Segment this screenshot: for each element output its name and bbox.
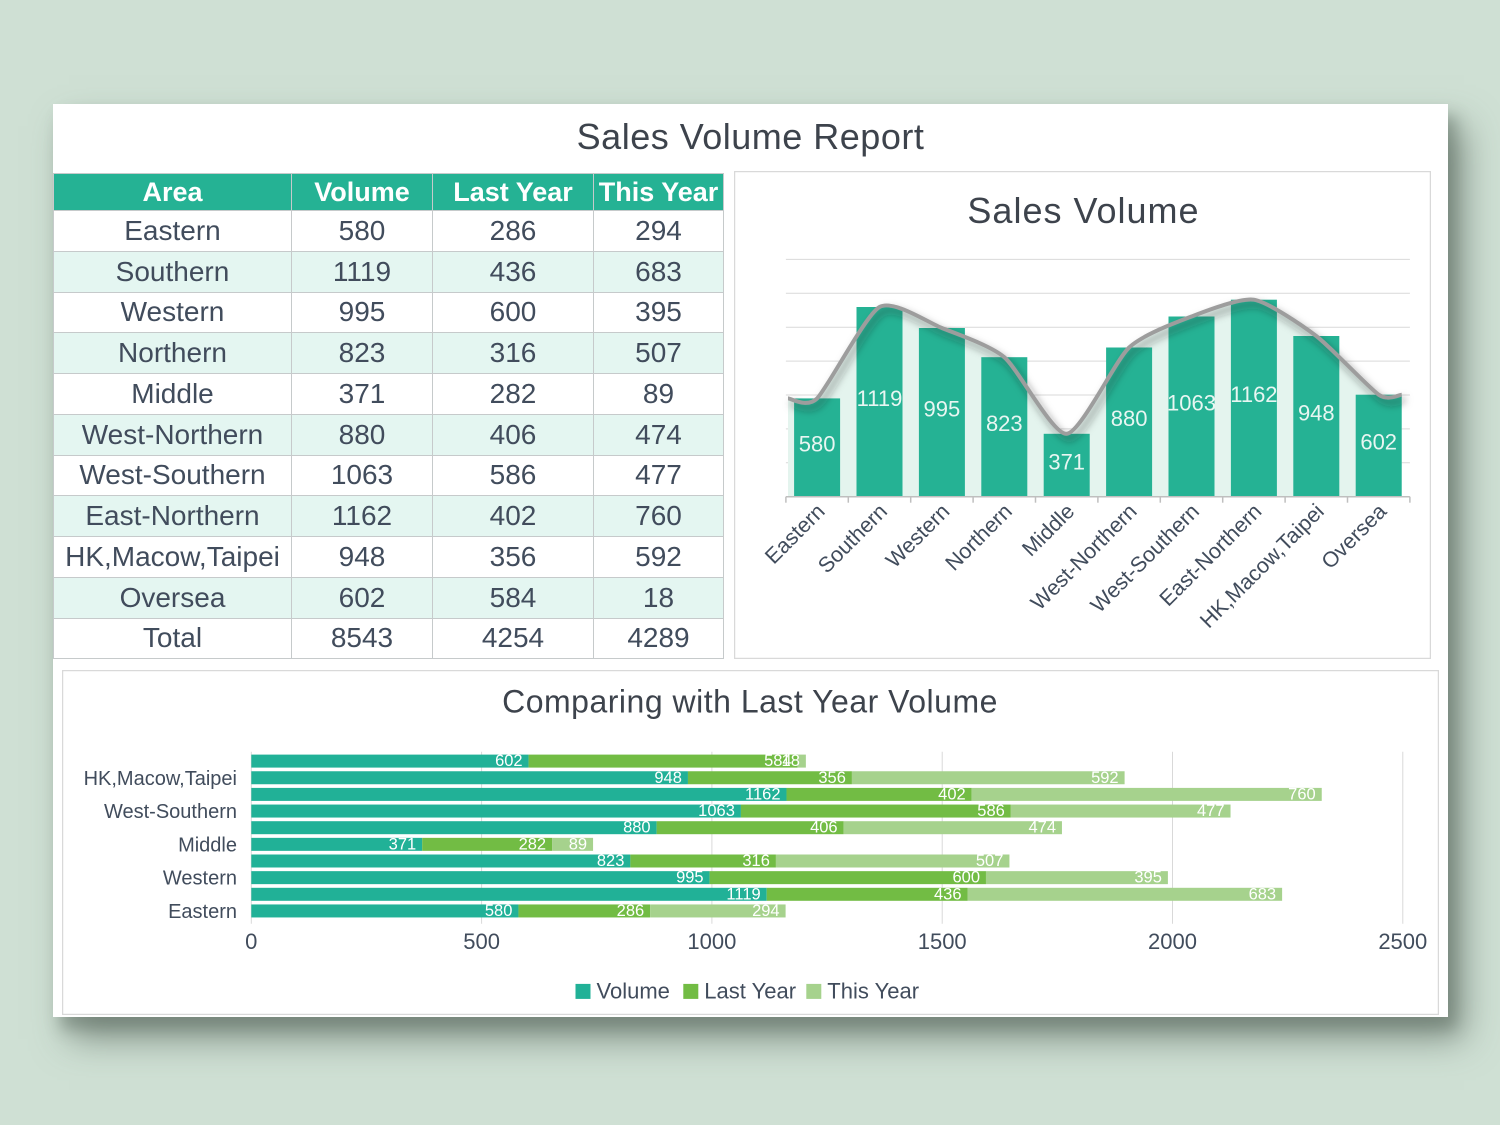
svg-text:995: 995 xyxy=(924,396,961,421)
svg-text:584: 584 xyxy=(764,752,792,770)
svg-text:1500: 1500 xyxy=(918,929,967,954)
svg-text:823: 823 xyxy=(597,852,625,870)
svg-text:500: 500 xyxy=(463,929,500,954)
svg-text:1162: 1162 xyxy=(745,785,780,803)
svg-text:477: 477 xyxy=(1197,802,1225,820)
svg-text:1119: 1119 xyxy=(726,885,760,903)
svg-text:1162: 1162 xyxy=(1230,382,1277,407)
svg-text:402: 402 xyxy=(938,785,966,803)
svg-text:760: 760 xyxy=(1288,785,1316,803)
svg-text:Last Year: Last Year xyxy=(704,979,796,1004)
svg-text:2000: 2000 xyxy=(1148,929,1197,954)
svg-text:Eastern: Eastern xyxy=(168,901,237,923)
svg-text:948: 948 xyxy=(1298,400,1335,425)
svg-text:371: 371 xyxy=(1048,449,1085,474)
svg-text:89: 89 xyxy=(569,835,587,853)
svg-text:406: 406 xyxy=(810,819,838,837)
svg-text:West-Southern: West-Southern xyxy=(104,801,237,823)
svg-text:1000: 1000 xyxy=(687,929,736,954)
svg-text:This Year: This Year xyxy=(827,979,919,1004)
svg-text:1119: 1119 xyxy=(857,386,903,411)
svg-text:Western: Western xyxy=(163,868,237,890)
svg-text:HK,Macow,Taipei: HK,Macow,Taipei xyxy=(84,768,237,790)
svg-text:580: 580 xyxy=(799,432,836,457)
svg-text:1063: 1063 xyxy=(698,802,735,820)
svg-text:507: 507 xyxy=(976,852,1004,870)
svg-text:286: 286 xyxy=(617,902,645,920)
svg-text:880: 880 xyxy=(623,819,651,837)
svg-text:683: 683 xyxy=(1249,885,1277,903)
svg-text:436: 436 xyxy=(934,885,962,903)
svg-text:Middle: Middle xyxy=(178,834,237,856)
svg-text:995: 995 xyxy=(676,869,704,887)
svg-text:18: 18 xyxy=(782,752,800,770)
svg-text:602: 602 xyxy=(1360,430,1397,455)
svg-text:0: 0 xyxy=(245,929,257,954)
svg-text:Volume: Volume xyxy=(597,979,670,1004)
svg-text:356: 356 xyxy=(818,769,846,787)
svg-text:371: 371 xyxy=(389,835,417,853)
svg-text:474: 474 xyxy=(1028,819,1056,837)
svg-text:Comparing with Last Year Volum: Comparing with Last Year Volume xyxy=(502,684,998,720)
svg-text:282: 282 xyxy=(519,835,547,853)
svg-text:600: 600 xyxy=(952,869,980,887)
svg-text:592: 592 xyxy=(1091,769,1119,787)
svg-text:294: 294 xyxy=(752,902,780,920)
svg-text:823: 823 xyxy=(986,411,1023,436)
svg-text:1063: 1063 xyxy=(1167,391,1216,416)
svg-text:602: 602 xyxy=(495,752,523,770)
svg-text:2500: 2500 xyxy=(1378,929,1427,954)
svg-text:580: 580 xyxy=(485,902,513,920)
svg-text:880: 880 xyxy=(1111,406,1148,431)
svg-text:948: 948 xyxy=(654,769,682,787)
svg-text:395: 395 xyxy=(1134,869,1162,887)
svg-text:586: 586 xyxy=(977,802,1005,820)
svg-text:316: 316 xyxy=(742,852,770,870)
svg-text:Sales Volume: Sales Volume xyxy=(967,190,1199,231)
